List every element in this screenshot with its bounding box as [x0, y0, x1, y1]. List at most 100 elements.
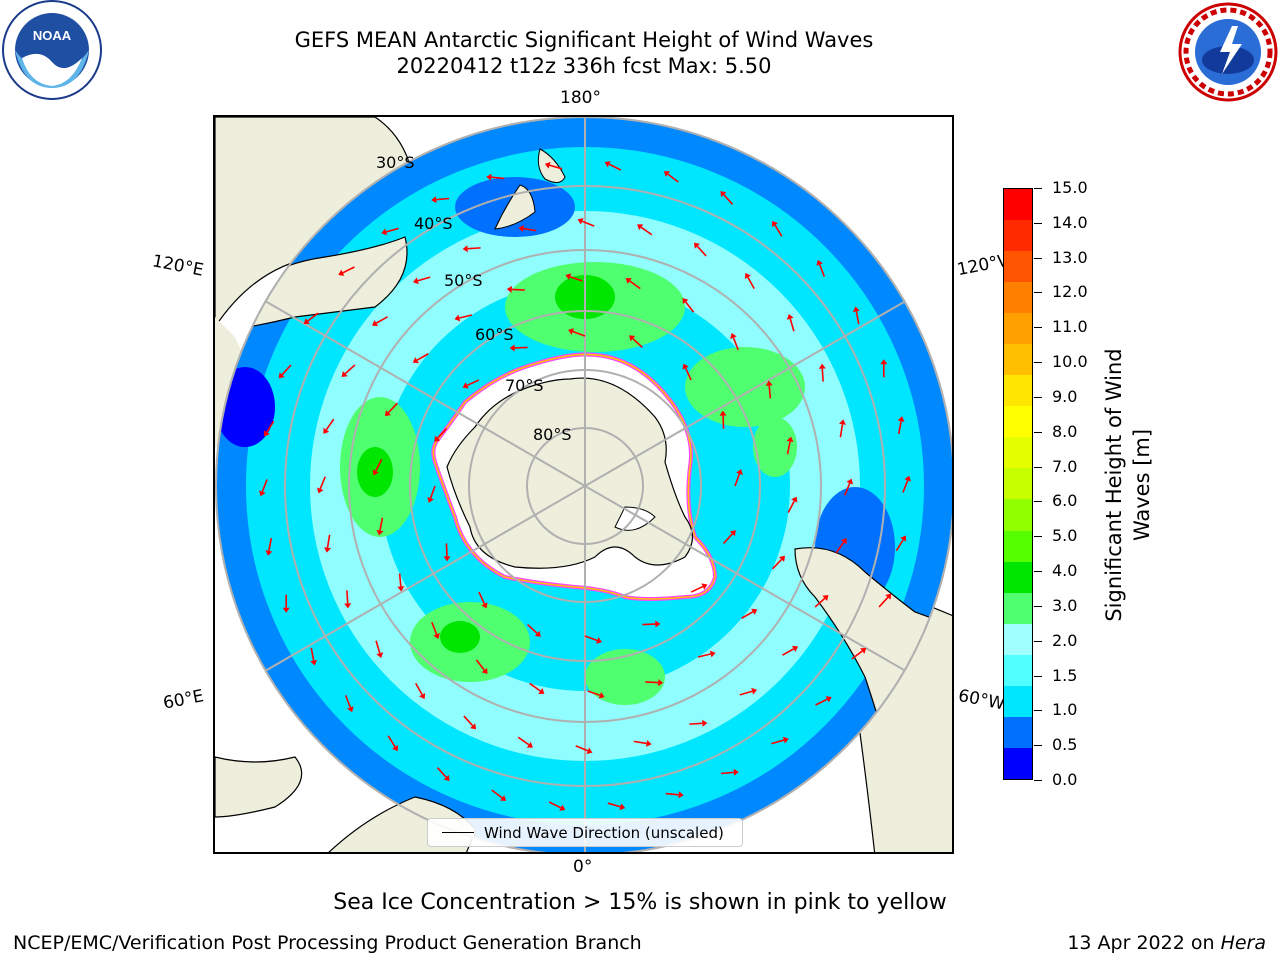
wind-wave-arrow [584, 635, 598, 642]
colorbar-segment [1004, 530, 1032, 562]
wind-wave-arrow [771, 739, 785, 745]
chart-subtitle: 20220412 t12z 336h fcst Max: 5.50 [396, 54, 772, 78]
wind-wave-arrow [607, 802, 621, 808]
wind-wave-arrow [821, 368, 824, 382]
wind-wave-arrow [529, 682, 541, 692]
wind-wave-arrow [722, 415, 725, 429]
wind-wave-arrowhead [462, 382, 469, 389]
wind-wave-arrowhead [625, 278, 632, 284]
wind-wave-arrow [375, 640, 381, 654]
wind-wave-arrowhead [462, 245, 468, 253]
wind-wave-arrow [375, 459, 383, 472]
wind-wave-arrow [640, 226, 653, 236]
wind-wave-arrowhead [384, 410, 391, 417]
wind-wave-arrowhead [282, 607, 290, 613]
lon-label-60w: 60°W [956, 685, 1005, 715]
wind-wave-arrowhead [897, 416, 905, 422]
wind-wave-arrowhead [751, 608, 758, 615]
wind-wave-arrowhead [412, 357, 419, 364]
footer-date-text: 13 Apr 2022 on [1067, 932, 1221, 954]
wind-wave-arrow [429, 485, 436, 499]
wind-wave-arrow [878, 596, 889, 608]
wind-wave-arrow [629, 280, 641, 290]
colorbar-segment [1004, 313, 1032, 345]
colorbar-segment [1004, 499, 1032, 531]
polar-map [213, 115, 954, 854]
wind-wave-arrowhead [658, 679, 664, 687]
wind-wave-arrowhead [376, 529, 384, 536]
wind-wave-arrow [815, 698, 828, 706]
wind-wave-arrow [375, 316, 389, 324]
wind-wave-arrowhead [791, 645, 799, 652]
wind-wave-arrowhead [678, 791, 684, 799]
colorbar-tick [1034, 605, 1042, 607]
wind-wave-arrowhead [786, 436, 794, 443]
wind-wave-arrow [459, 314, 473, 319]
wind-wave-arrow [387, 735, 396, 748]
colorbar-segment [1004, 561, 1032, 593]
colorbar [1003, 188, 1033, 780]
wind-wave-arrow [608, 163, 622, 171]
colorbar-tick-label: 7.0 [1052, 456, 1078, 476]
wind-wave-arrow [491, 789, 503, 799]
wind-wave-arrow [436, 767, 447, 778]
lat-label-50s: 50°S [444, 271, 483, 290]
lon-label-60e: 60°E [161, 686, 206, 714]
wind-wave-arrowhead [771, 220, 778, 227]
wind-wave-arrowhead [486, 173, 492, 181]
wind-wave-arrowhead [655, 620, 661, 628]
wind-wave-arrow [645, 681, 659, 684]
wind-wave-arrow [417, 276, 431, 282]
wind-wave-arrowhead [782, 736, 789, 744]
wind-wave-arrowhead [709, 650, 716, 658]
colorbar-tick [1034, 292, 1042, 294]
wind-wave-arrow [697, 653, 711, 658]
wind-wave-arrow [747, 276, 755, 290]
wind-wave-arrow [549, 164, 563, 170]
wind-wave-arrow [379, 517, 384, 531]
footer-host: Hera [1220, 932, 1266, 954]
wind-wave-arrowhead [434, 435, 441, 442]
wind-wave-arrowhead [619, 803, 626, 811]
colorbar-segment [1004, 747, 1032, 779]
wind-wave-arrow [385, 227, 399, 233]
wind-wave-arrow [344, 364, 356, 375]
colorbar-tick-label: 11.0 [1052, 317, 1088, 337]
wind-wave-arrowhead [825, 696, 832, 703]
wind-wave-arrow [632, 338, 643, 349]
colorbar-tick-label: 4.0 [1052, 561, 1078, 581]
legend-label: Wind Wave Direction (unscaled) [484, 823, 724, 842]
wind-wave-arrow [387, 402, 399, 414]
wind-wave-arrow [855, 311, 860, 325]
wind-wave-arrow [463, 715, 474, 727]
national-weather-service-logo-icon [1176, 0, 1280, 104]
wind-wave-arrowhead [702, 719, 708, 727]
wind-wave-arrowhead [586, 747, 593, 754]
wind-wave-arrowhead [347, 706, 354, 713]
wind-wave-arrowhead [443, 774, 450, 782]
colorbar-tick [1034, 675, 1042, 677]
wind-wave-arrowhead [470, 723, 477, 730]
wind-wave-arrowhead [852, 306, 860, 313]
wind-wave-arrowhead [786, 313, 794, 320]
colorbar-tick-label: 15.0 [1052, 178, 1088, 197]
colorbar-title-line2: Waves [m] [1130, 428, 1154, 542]
wind-wave-arrow [415, 682, 423, 696]
colorbar-tick-label: 9.0 [1052, 386, 1078, 406]
wind-wave-arrowhead [376, 652, 384, 659]
chart-title: GEFS MEAN Antarctic Significant Height o… [294, 28, 874, 52]
colorbar-tick-label: 13.0 [1052, 247, 1088, 267]
colorbar-tick [1034, 466, 1042, 468]
wind-wave-arrowhead [577, 218, 584, 225]
wind-wave-arrow [774, 224, 783, 237]
wind-wave-arrowhead [736, 469, 743, 475]
wind-wave-arrow [818, 264, 826, 277]
colorbar-tick [1034, 780, 1042, 781]
colorbar-segment [1004, 344, 1032, 376]
wind-wave-arrowhead [720, 190, 727, 198]
wind-wave-arrowhead [263, 430, 270, 437]
noaa-logo-icon: NOAA [0, 0, 104, 104]
wind-wave-arrow [786, 441, 791, 455]
wind-wave-arrow [895, 539, 904, 552]
wind-wave-arrow [346, 590, 349, 604]
